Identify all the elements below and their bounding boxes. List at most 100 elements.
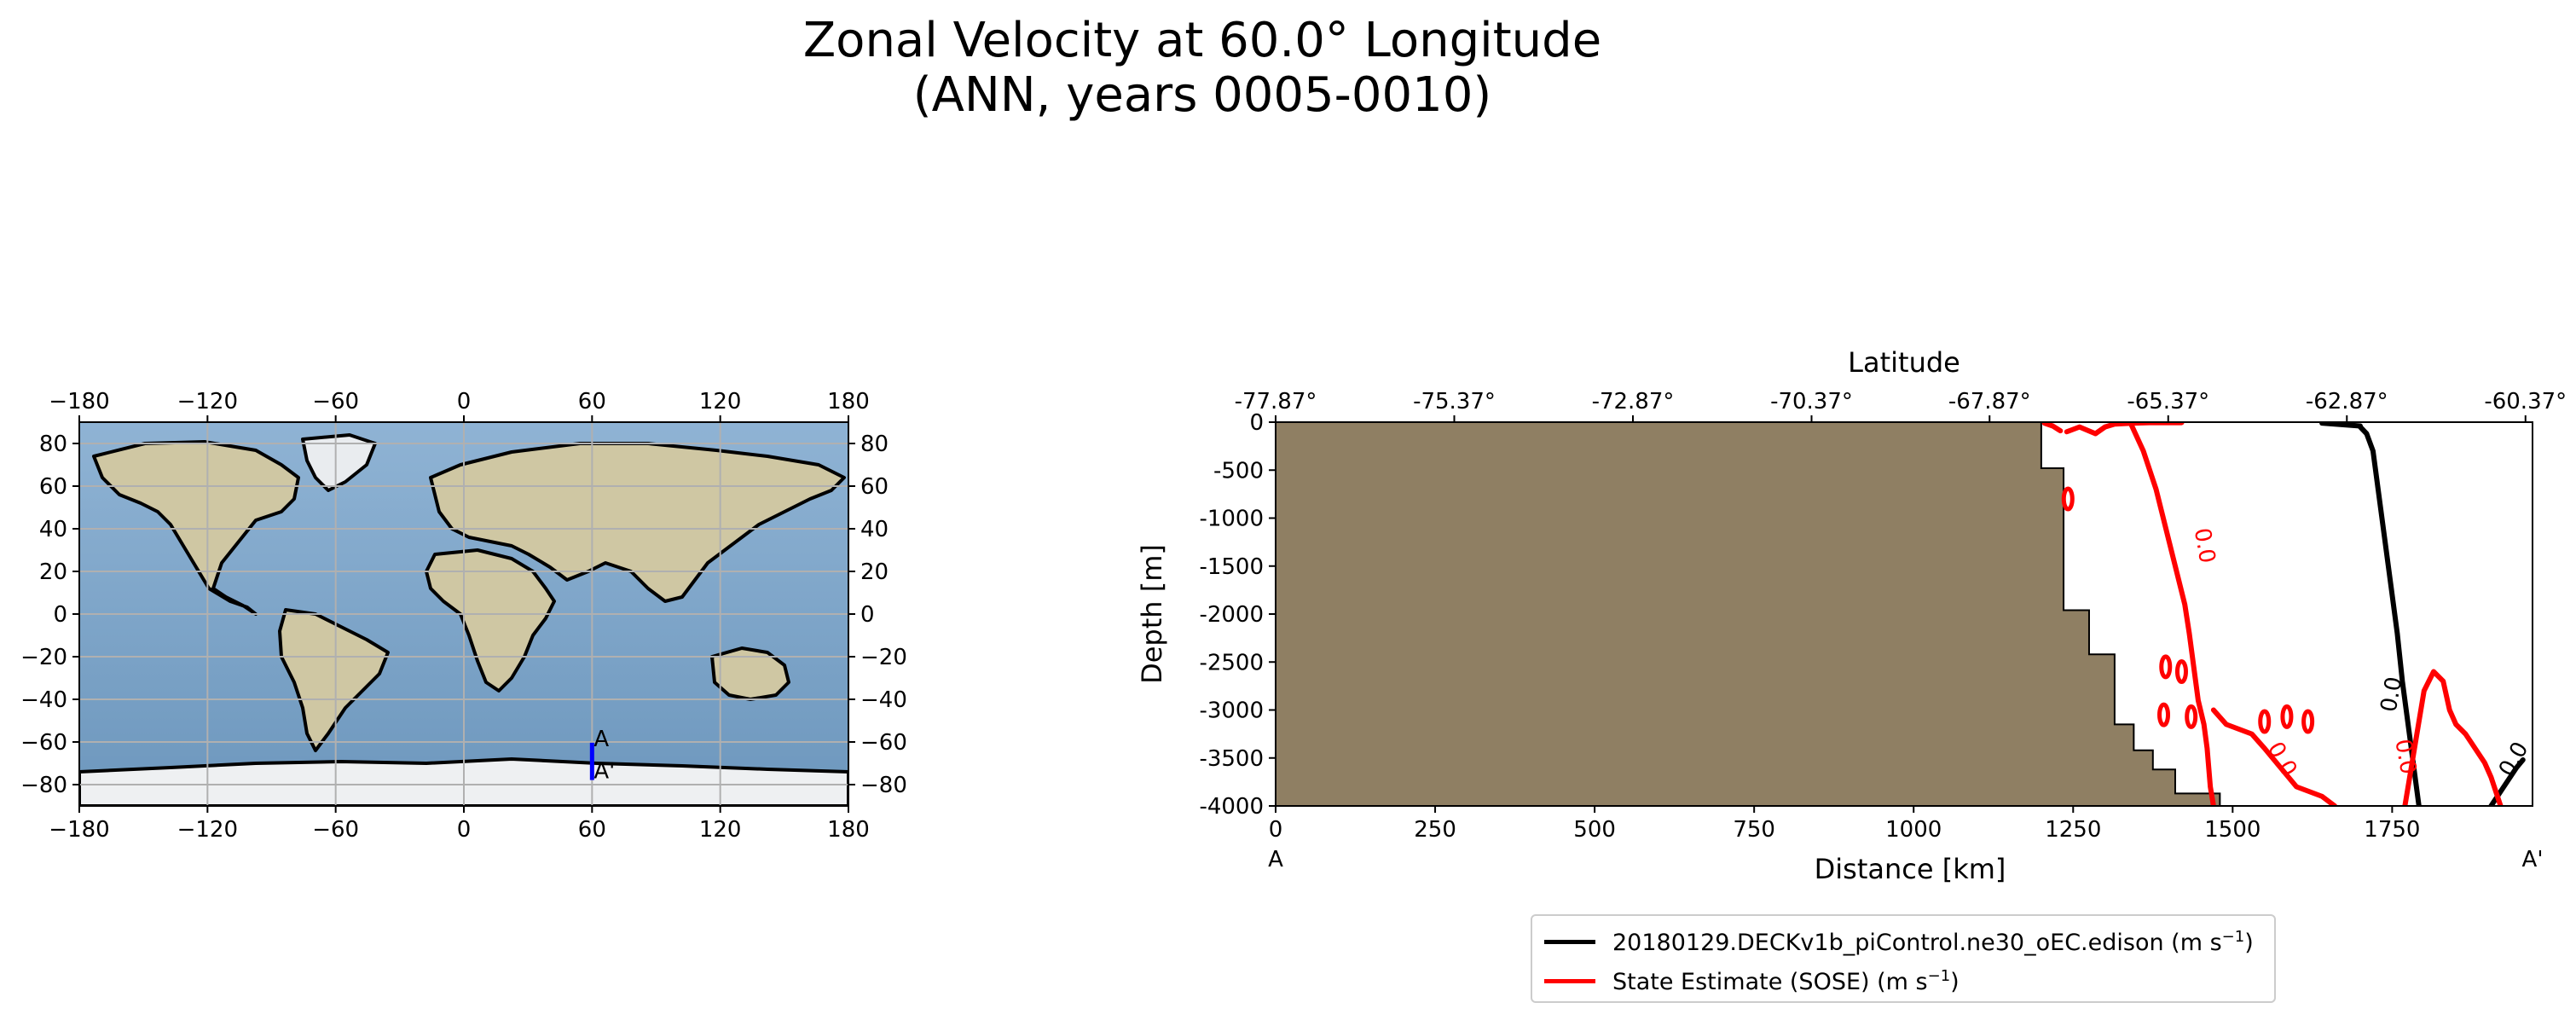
section-toptick-label: -62.87° — [2306, 389, 2388, 414]
section-xtick-label: 750 — [1733, 817, 1775, 843]
map-xtick-top-label: −120 — [177, 389, 238, 414]
contour-blob-series-1-2 — [2157, 702, 2171, 727]
contour-blob-series-1-3 — [2185, 704, 2198, 729]
map-ytick-left-label: 40 — [39, 517, 67, 542]
map-xtick-top-label: 120 — [699, 389, 742, 414]
figure-title-line1: Zonal Velocity at 60.0° Longitude — [802, 13, 1602, 68]
section-xtick-label: 1500 — [2204, 817, 2261, 843]
section-ytick-label: -500 — [1213, 458, 1264, 484]
section-y-ticks: 0 -500 -1000 -1500 -2000 -2500 -3000 -3500 -4000 — [1199, 410, 1276, 820]
section-xtick-label: 1000 — [1885, 817, 1942, 843]
section-xtick-label: 1250 — [2045, 817, 2101, 843]
section-xtick-label: 250 — [1414, 817, 1456, 843]
map-x-ticks: −180 −180 −120 −120 −60 −60 0 0 60 60 120 120 180 180 — [49, 389, 870, 843]
contour-line-series-0-1 — [2319, 422, 2363, 429]
legend-item-obs: State Estimate (SOSE) (m s−1) — [1544, 962, 1959, 1000]
map-ytick-right-label: −80 — [860, 773, 907, 798]
section-toptick-label: -67.87° — [1948, 389, 2031, 414]
contour-line-series-1-4 — [2041, 422, 2064, 434]
contour-blob-series-1-1 — [2174, 659, 2188, 684]
contour-line-series-1-0 — [2127, 422, 2216, 806]
map-ytick-right-label: 0 — [860, 602, 875, 628]
section-ytick-label: -3000 — [1199, 698, 1264, 724]
legend-label-model: 20180129.DECKv1b_piControl.ne30_oEC.edis… — [1612, 929, 2222, 956]
x-axis-label: Distance [km] — [1815, 853, 2006, 885]
legend-unit-close-model: ) — [2244, 929, 2254, 956]
map-ytick-left-label: 0 — [53, 602, 67, 628]
section-ytick-label: -3500 — [1199, 746, 1264, 772]
section-start-label: A — [1268, 847, 1283, 872]
map-xtick-top-label: −60 — [312, 389, 359, 414]
map-ytick-left-label: −80 — [20, 773, 67, 798]
map-xtick-bottom-label: 60 — [578, 817, 606, 843]
map-xtick-top-label: 60 — [578, 389, 606, 414]
map-panel: A A' −180 −180 −120 −120 −60 −60 0 0 60 60 120 120 1… — [20, 389, 907, 843]
map-ytick-right-label: −20 — [860, 645, 907, 670]
contour-line-series-1-2 — [2402, 669, 2504, 806]
map-ytick-right-label: −60 — [860, 730, 907, 756]
continent-australia — [710, 646, 790, 701]
map-xtick-top-label: 0 — [457, 389, 472, 414]
transect-label-end: A' — [593, 759, 615, 785]
contour-blob-series-1-7 — [2061, 486, 2075, 512]
map-xtick-bottom-label: −120 — [177, 817, 238, 843]
contour-blob-series-1-4 — [2280, 704, 2294, 729]
contour-lines: 0.00.0 0.00.00.0 — [2041, 422, 2533, 806]
map-xtick-top-label: −180 — [49, 389, 109, 414]
contour-label-0: 0.0 — [2189, 526, 2220, 565]
section-toptick-label: -72.87° — [1592, 389, 1675, 414]
map-ytick-left-label: −20 — [20, 645, 67, 670]
contour-label-3: 0.0 — [2376, 675, 2408, 714]
section-toptick-label: -77.87° — [1235, 389, 1317, 414]
legend-unit-exp-model: −1 — [2221, 927, 2245, 946]
section-end-label: A' — [2522, 847, 2544, 872]
map-ytick-left-label: 80 — [39, 432, 67, 457]
map-xtick-bottom-label: 180 — [827, 817, 870, 843]
contour-line-series-0-0 — [2357, 424, 2422, 806]
map-ytick-left-label: 60 — [39, 474, 67, 500]
map-ytick-right-label: 60 — [860, 474, 889, 500]
continent-greenland — [301, 433, 377, 492]
section-ytick-label: -1500 — [1199, 554, 1264, 580]
figure-title-line2: (ANN, years 0005-0010) — [912, 67, 1492, 123]
map-ytick-right-label: −40 — [860, 687, 907, 713]
legend-item-model: 20180129.DECKv1b_piControl.ne30_oEC.edis… — [1544, 923, 2254, 960]
legend-unit-exp-obs: −1 — [1927, 966, 1951, 985]
map-xtick-top-label: 180 — [827, 389, 870, 414]
legend-swatch-model — [1544, 939, 1595, 944]
section-xtick-label: 1750 — [2364, 817, 2420, 843]
section-toptick-label: -70.37° — [1770, 389, 1853, 414]
section-ytick-label: 0 — [1249, 410, 1264, 436]
section-toptick-label: -75.37° — [1413, 389, 1496, 414]
section-ytick-label: -4000 — [1199, 794, 1264, 820]
section-x-ticks: 0 250 500 750 1000 1250 1500 1750 — [1269, 806, 2420, 843]
section-ytick-label: -2500 — [1199, 650, 1264, 675]
contour-blob-series-1-0 — [2159, 654, 2173, 680]
section-top-ticks: -77.87° -75.37° -72.87° -70.37° -67.87° -65.3… — [1235, 389, 2567, 422]
contour-line-series-1-1 — [2210, 707, 2338, 806]
contour-label-2: 0.0 — [2389, 737, 2421, 776]
top-axis-label: Latitude — [1848, 346, 1960, 379]
map-ytick-left-label: −60 — [20, 730, 67, 756]
map-xtick-bottom-label: 0 — [457, 817, 472, 843]
section-ytick-label: -2000 — [1199, 602, 1264, 628]
transect-label-start: A — [593, 727, 609, 752]
contour-blob-series-1-5 — [2258, 709, 2272, 734]
legend-unit-close-obs: ) — [1950, 968, 1959, 995]
map-ytick-left-label: 20 — [39, 559, 67, 585]
map-ytick-right-label: 80 — [860, 432, 889, 457]
map-ytick-right-label: 20 — [860, 559, 889, 585]
contour-line-series-0-2 — [2488, 757, 2526, 806]
continent-south-america — [278, 608, 390, 752]
bathymetry-land — [1276, 422, 2221, 806]
section-ytick-label: -1000 — [1199, 507, 1264, 532]
map-y-ticks: 80 80 60 60 40 40 20 20 0 0 −20 −20 −40 −40 −60 −60 −80 −… — [20, 432, 907, 798]
section-toptick-label: -60.37° — [2484, 389, 2567, 414]
map-xtick-bottom-label: −60 — [312, 817, 359, 843]
map-ytick-right-label: 40 — [860, 517, 889, 542]
map-xtick-bottom-label: 120 — [699, 817, 742, 843]
section-xtick-label: 500 — [1573, 817, 1616, 843]
contour-blob-series-1-6 — [2301, 709, 2315, 734]
section-panel: 0.00.0 0.00.00.0 0 250 500 750 1000 1250 1500 17… — [1136, 346, 2567, 885]
